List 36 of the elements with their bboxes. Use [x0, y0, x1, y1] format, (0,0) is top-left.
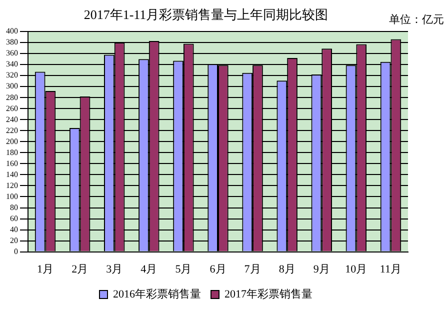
x-tick-label: 2月: [72, 263, 88, 276]
y-tick-label: 300: [6, 82, 18, 91]
y-tick-label: 160: [6, 158, 18, 168]
y-tick-label: 40: [10, 224, 18, 234]
x-tick-label: 5月: [175, 263, 192, 276]
y-tick-label: 220: [6, 126, 18, 135]
y-tick-label: 240: [6, 114, 18, 124]
y-tick-label: 80: [10, 202, 18, 212]
x-tick-label: 7月: [244, 263, 261, 276]
legend-label: 2016年彩票销售量: [113, 288, 201, 300]
chart-title: 2017年1-11月彩票销售量与上年同期比较图: [84, 7, 328, 22]
y-tick-label: 400: [6, 26, 18, 36]
y-tick-label: 60: [10, 214, 18, 223]
y-tick-label: 180: [6, 148, 18, 157]
x-tick-label: 6月: [210, 263, 226, 276]
x-tick-label: 8月: [278, 263, 296, 276]
y-tick-label: 140: [6, 170, 18, 179]
y-tick-label: 340: [6, 60, 18, 69]
legend-label: 2017年彩票销售量: [224, 288, 312, 300]
y-tick-label: 280: [6, 92, 18, 102]
x-tick-label: 11月: [380, 263, 402, 276]
x-tick-label: 9月: [313, 263, 330, 276]
x-tick-label: 3月: [106, 263, 123, 276]
y-tick-label: 320: [6, 70, 18, 80]
y-tick-label: 20: [10, 236, 18, 245]
y-tick-label: 120: [6, 180, 18, 190]
y-tick-label: 360: [6, 48, 18, 58]
y-tick-label: 100: [6, 192, 18, 201]
y-tick-label: 260: [6, 104, 18, 113]
y-tick-label: 200: [6, 136, 18, 146]
y-tick-label: 380: [6, 38, 18, 47]
y-tick-label: 0: [14, 246, 18, 256]
x-tick-label: 10月: [345, 263, 368, 276]
x-tick-label: 1月: [37, 263, 54, 276]
text: 单位：亿元: [389, 12, 444, 26]
x-tick-label: 4月: [140, 263, 158, 276]
